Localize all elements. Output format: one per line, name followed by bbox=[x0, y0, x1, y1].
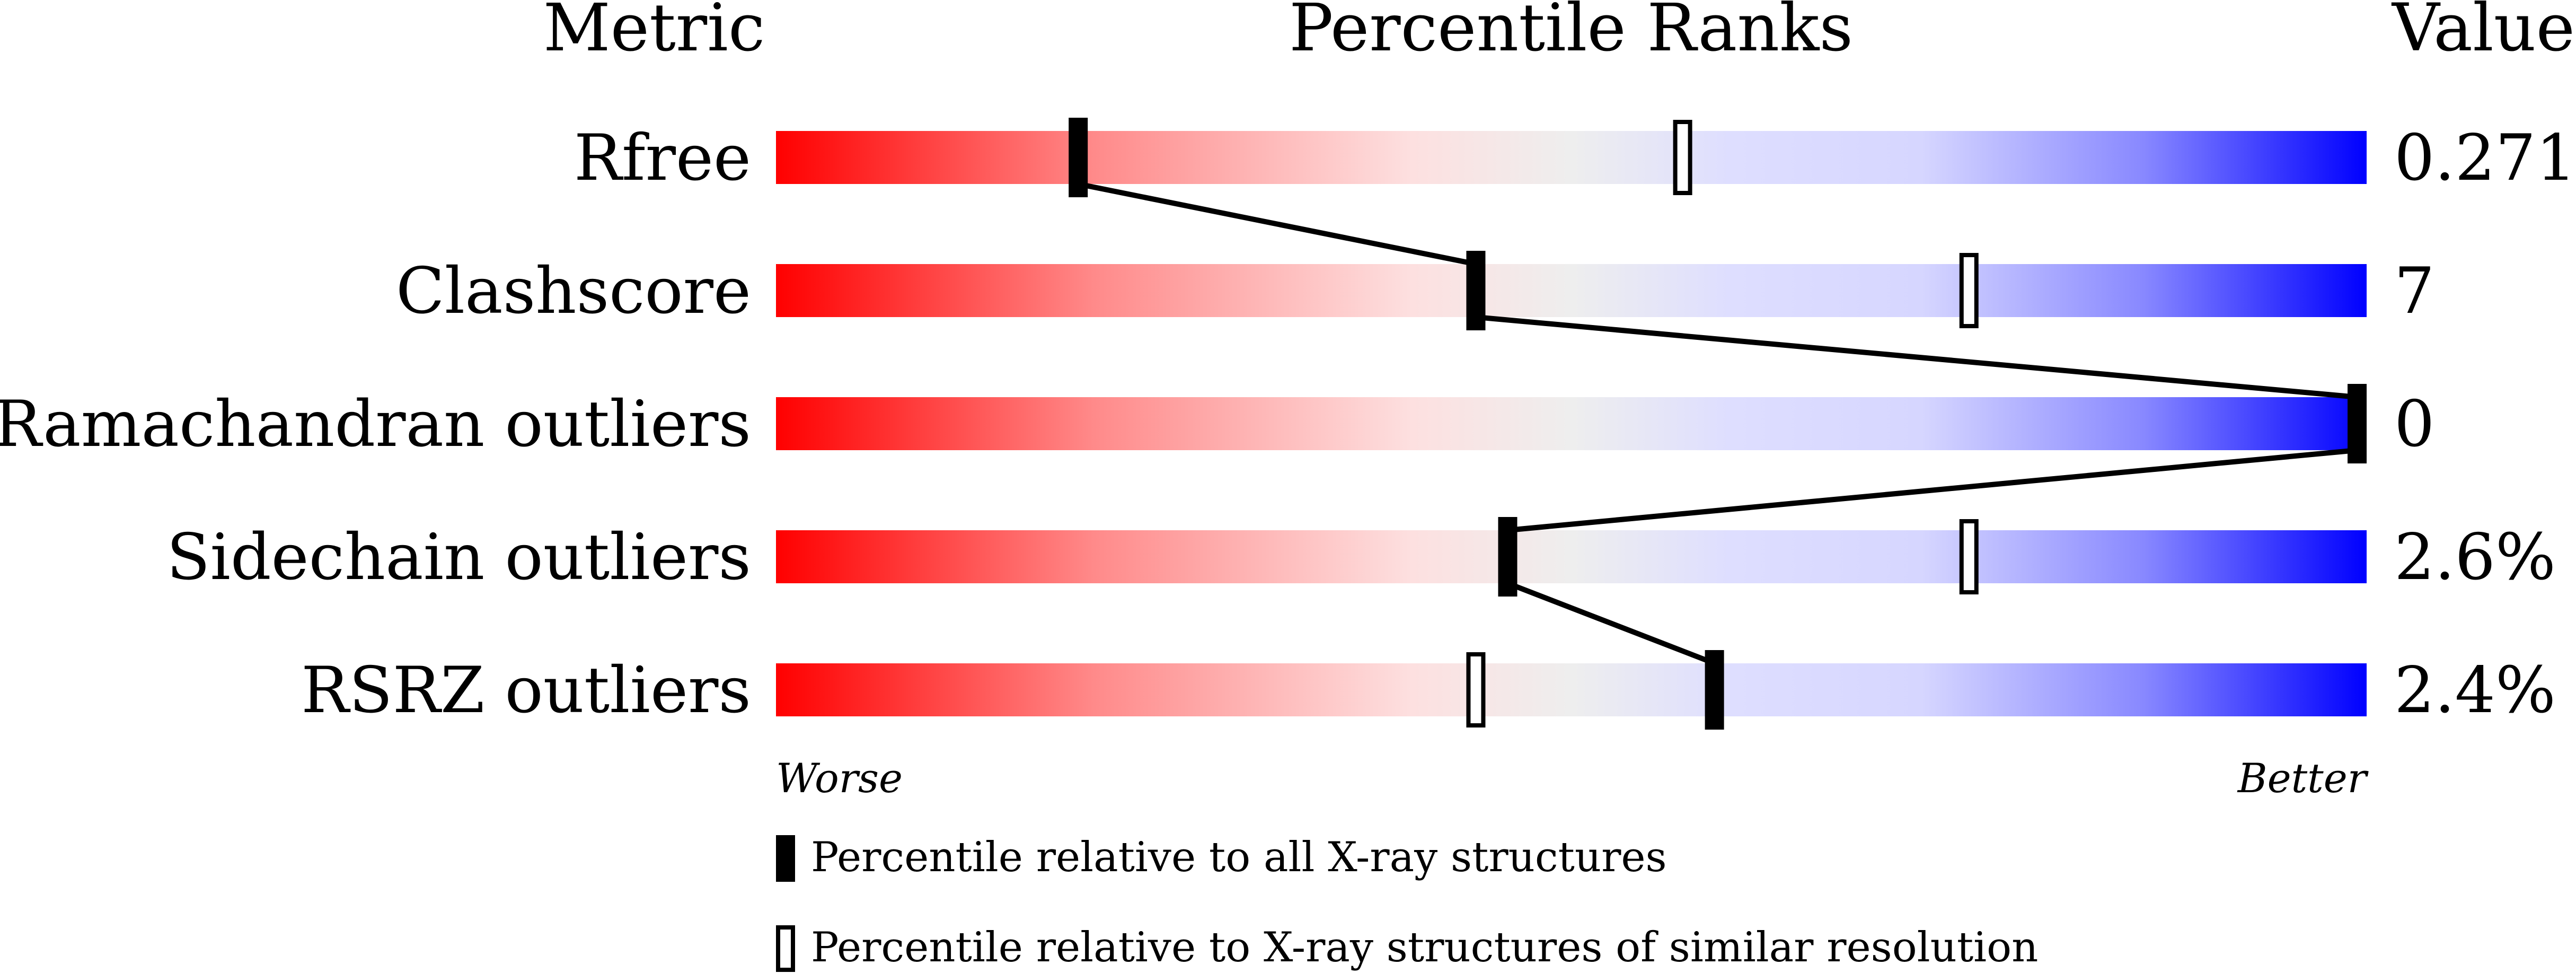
better-label: Better bbox=[2237, 755, 2369, 802]
all-structures-marker bbox=[1069, 118, 1088, 197]
legend-all-label: Percentile relative to all X-ray structu… bbox=[811, 834, 1667, 881]
legend-similar-label: Percentile relative to X-ray structures … bbox=[811, 924, 2038, 971]
percentile-bar bbox=[776, 397, 2367, 450]
value-header: Value bbox=[2391, 0, 2575, 66]
all-structures-marker bbox=[1466, 251, 1486, 330]
legend-all-marker bbox=[776, 835, 795, 882]
connector-line bbox=[1507, 448, 2358, 533]
metric-label: RSRZ outliers bbox=[301, 654, 751, 727]
percentile-header: Percentile Ranks bbox=[1289, 0, 1853, 66]
metric-value: 0 bbox=[2394, 388, 2434, 461]
similar-resolution-marker bbox=[1673, 120, 1692, 195]
percentile-bar bbox=[776, 530, 2367, 583]
connector-line bbox=[1078, 181, 1477, 267]
metric-value: 0.271 bbox=[2394, 121, 2576, 195]
all-structures-marker bbox=[1705, 650, 1724, 730]
connector-line bbox=[1475, 314, 2358, 400]
percentile-bar bbox=[776, 131, 2367, 184]
worse-label: Worse bbox=[776, 755, 903, 802]
metric-label: Ramachandran outliers bbox=[0, 388, 751, 461]
metric-value: 2.4% bbox=[2394, 654, 2556, 727]
legend-similar-marker bbox=[776, 925, 795, 972]
metric-value: 7 bbox=[2394, 255, 2434, 328]
metric-label: Sidechain outliers bbox=[166, 521, 751, 594]
percentile-bar bbox=[776, 663, 2367, 716]
similar-resolution-marker bbox=[1466, 652, 1486, 727]
percentile-bar bbox=[776, 264, 2367, 317]
similar-resolution-marker bbox=[1959, 253, 1979, 328]
connector-line bbox=[1506, 581, 1716, 666]
metric-value: 2.6% bbox=[2394, 521, 2556, 594]
metric-header: Metric bbox=[543, 0, 765, 66]
similar-resolution-marker bbox=[1959, 519, 1979, 594]
all-structures-marker bbox=[1498, 517, 1518, 597]
metric-label: Clashscore bbox=[396, 255, 751, 328]
metric-label: Rfree bbox=[574, 121, 751, 195]
all-structures-marker bbox=[2348, 384, 2367, 463]
